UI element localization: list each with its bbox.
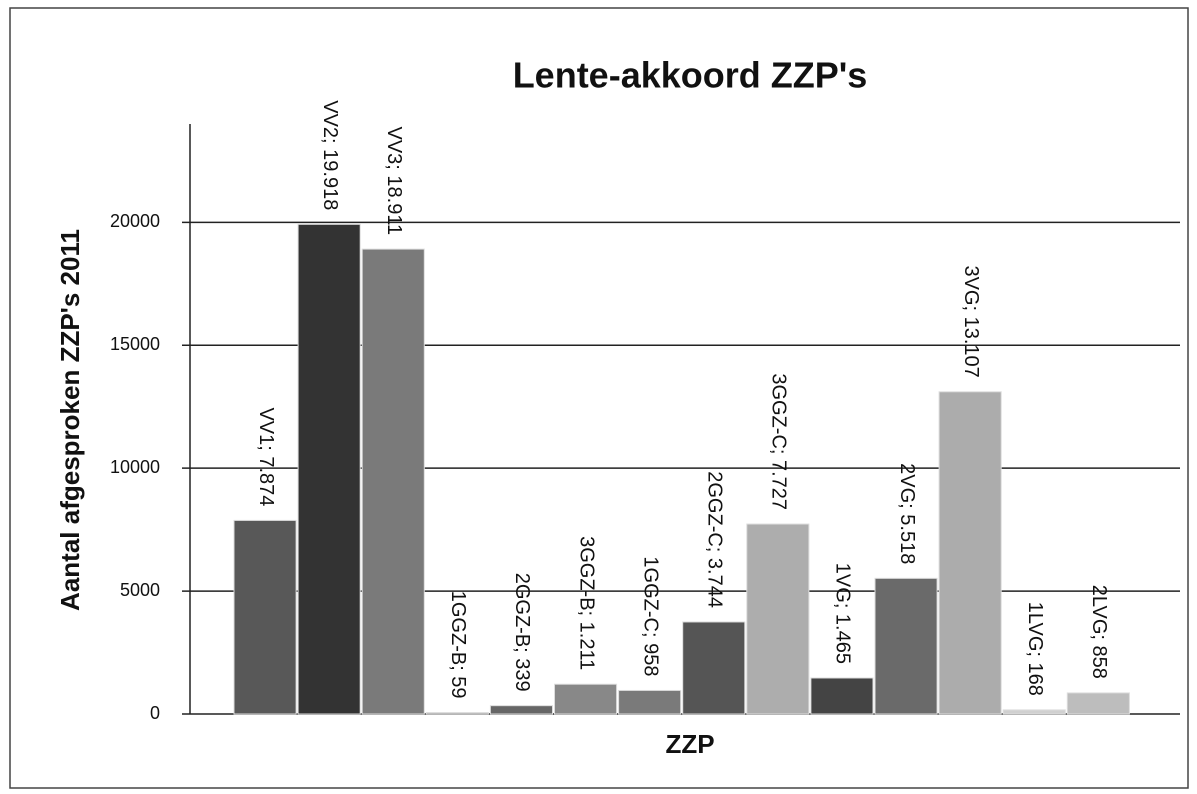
y-tick-label: 0	[150, 703, 160, 723]
bar	[233, 519, 297, 715]
bar	[938, 391, 1002, 715]
data-label: 1VG; 1.465	[832, 563, 854, 664]
data-label: VV2; 19.918	[319, 100, 341, 210]
data-label: VV1; 7.874	[255, 407, 277, 506]
bar	[361, 248, 425, 715]
data-label: VV3; 18.911	[383, 126, 405, 235]
data-label: 3GGZ-B; 1.211	[575, 536, 597, 670]
bar	[554, 683, 618, 715]
y-tick-label: 20000	[110, 211, 160, 231]
bar	[489, 705, 553, 715]
bar	[746, 523, 810, 715]
data-label: 2GGZ-B; 339	[511, 573, 533, 692]
data-label: 3VG; 13.107	[960, 265, 982, 377]
bar	[874, 577, 938, 715]
frame	[9, 7, 1189, 789]
bar	[297, 223, 361, 715]
y-tick-label: 10000	[110, 457, 160, 477]
data-label: 1GGZ-B; 59	[447, 591, 469, 699]
data-label: 2LVG; 858	[1088, 585, 1110, 679]
bar	[810, 677, 874, 715]
data-label: 2GGZ-C; 3.744	[703, 471, 725, 608]
y-tick-label: 5000	[120, 580, 160, 600]
bar	[1066, 692, 1130, 715]
data-label: 2VG; 5.518	[896, 463, 918, 564]
y-axis-label: Aantal afgesproken ZZP's 2011	[55, 229, 85, 611]
bar	[425, 712, 489, 715]
chart-title: Lente-akkoord ZZP's	[513, 55, 868, 96]
bar	[1002, 709, 1066, 715]
bar	[618, 689, 682, 715]
x-axis-label: ZZP	[665, 729, 714, 759]
bar	[682, 621, 746, 715]
y-tick-label: 15000	[110, 334, 160, 354]
data-label: 1LVG; 168	[1024, 602, 1046, 696]
data-label: 1GGZ-C; 958	[639, 556, 661, 676]
data-label: 3GGZ-C; 7.727	[768, 373, 790, 510]
